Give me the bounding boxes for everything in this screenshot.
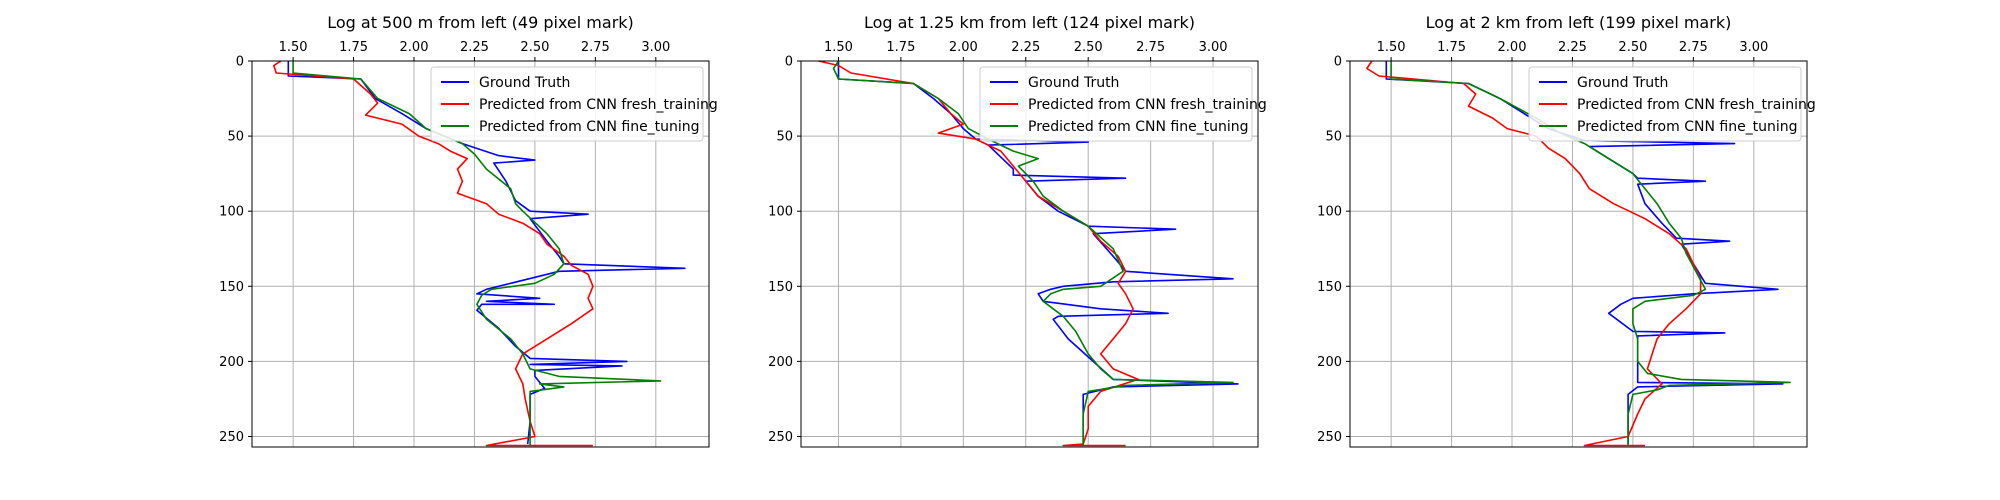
legend-box xyxy=(979,66,1253,142)
y-tick-label: 200 xyxy=(219,355,244,370)
series-line-fresh xyxy=(818,60,1139,447)
x-tick-label: 2.00 xyxy=(400,40,429,55)
x-tick-label: 2.00 xyxy=(949,40,978,55)
y-tick-label: 50 xyxy=(776,130,793,145)
legend-label: Predicted from CNN fresh_training xyxy=(1577,97,1816,113)
x-tick-label: 2.25 xyxy=(460,40,489,55)
series-line-ground_truth xyxy=(287,61,686,445)
legend-box xyxy=(1528,66,1802,142)
legend-label: Ground Truth xyxy=(1028,75,1119,91)
x-tick-label: 2.25 xyxy=(1558,40,1587,55)
y-tick-label: 0 xyxy=(236,55,244,70)
y-tick-label: 100 xyxy=(219,205,244,220)
legend-label: Predicted from CNN fine_tuning xyxy=(1577,119,1798,135)
x-tick-label: 1.75 xyxy=(886,40,915,55)
y-tick-label: 150 xyxy=(1317,280,1342,295)
chart-panel-1: Log at 500 m from left (49 pixel mark) 1.… xyxy=(219,13,718,448)
series-line-fine xyxy=(832,60,1234,446)
x-tick-label: 1.75 xyxy=(1437,40,1466,55)
chart-panel-2: Log at 1.25 km from left (124 pixel mark… xyxy=(768,13,1267,448)
y-tick-label: 0 xyxy=(785,55,793,70)
x-tick-label: 2.25 xyxy=(1011,40,1040,55)
x-tick-label: 2.75 xyxy=(1679,40,1708,55)
legend-label: Predicted from CNN fine_tuning xyxy=(1028,119,1249,135)
y-tick-label: 200 xyxy=(1317,355,1342,370)
x-tick-label: 3.00 xyxy=(641,40,670,55)
y-tick-label: 50 xyxy=(1325,130,1342,145)
legend: Ground Truth Predicted from CNN fresh_tra… xyxy=(430,66,718,142)
x-tick-label: 2.00 xyxy=(1498,40,1527,55)
x-tick-label: 1.75 xyxy=(339,40,368,55)
x-tick-label: 1.50 xyxy=(1377,40,1406,55)
y-tick-label: 150 xyxy=(219,280,244,295)
y-tick-label: 200 xyxy=(768,355,793,370)
chart-panel-3: Log at 2 km from left (199 pixel mark) 1.… xyxy=(1317,13,1816,448)
y-tick-label: 150 xyxy=(768,280,793,295)
y-tick-label: 250 xyxy=(768,430,793,445)
x-tick-label: 2.50 xyxy=(1618,40,1647,55)
y-tick-label: 100 xyxy=(768,205,793,220)
chart-title: Log at 1.25 km from left (124 pixel mark… xyxy=(864,13,1195,32)
legend-label: Predicted from CNN fine_tuning xyxy=(479,119,700,135)
y-tick-label: 50 xyxy=(227,130,244,145)
y-tick-label: 250 xyxy=(219,430,244,445)
legend: Ground Truth Predicted from CNN fresh_tra… xyxy=(1528,66,1816,142)
y-tick-label: 0 xyxy=(1334,55,1342,70)
plot-frame xyxy=(251,60,710,448)
x-tick-label: 2.50 xyxy=(1074,40,1103,55)
chart-title: Log at 2 km from left (199 pixel mark) xyxy=(1426,13,1732,32)
series-line-fresh xyxy=(273,60,594,447)
x-tick-label: 1.50 xyxy=(824,40,853,55)
legend-label: Ground Truth xyxy=(1577,75,1668,91)
legend-label: Predicted from CNN fresh_training xyxy=(1028,97,1267,113)
x-tick-label: 3.00 xyxy=(1199,40,1228,55)
x-tick-label: 2.75 xyxy=(581,40,610,55)
legend-label: Ground Truth xyxy=(479,75,570,91)
legend: Ground Truth Predicted from CNN fresh_tra… xyxy=(979,66,1267,142)
y-tick-label: 100 xyxy=(1317,205,1342,220)
plot-frame xyxy=(1349,60,1808,448)
chart-title: Log at 500 m from left (49 pixel mark) xyxy=(327,13,634,32)
series-line-fresh xyxy=(1366,60,1702,447)
x-tick-label: 2.75 xyxy=(1136,40,1165,55)
x-tick-label: 3.00 xyxy=(1739,40,1768,55)
x-tick-label: 2.50 xyxy=(520,40,549,55)
legend-label: Predicted from CNN fresh_training xyxy=(479,97,718,113)
plot-frame xyxy=(800,60,1259,448)
x-tick-label: 1.50 xyxy=(279,40,308,55)
y-tick-label: 250 xyxy=(1317,430,1342,445)
legend-box xyxy=(430,66,704,142)
